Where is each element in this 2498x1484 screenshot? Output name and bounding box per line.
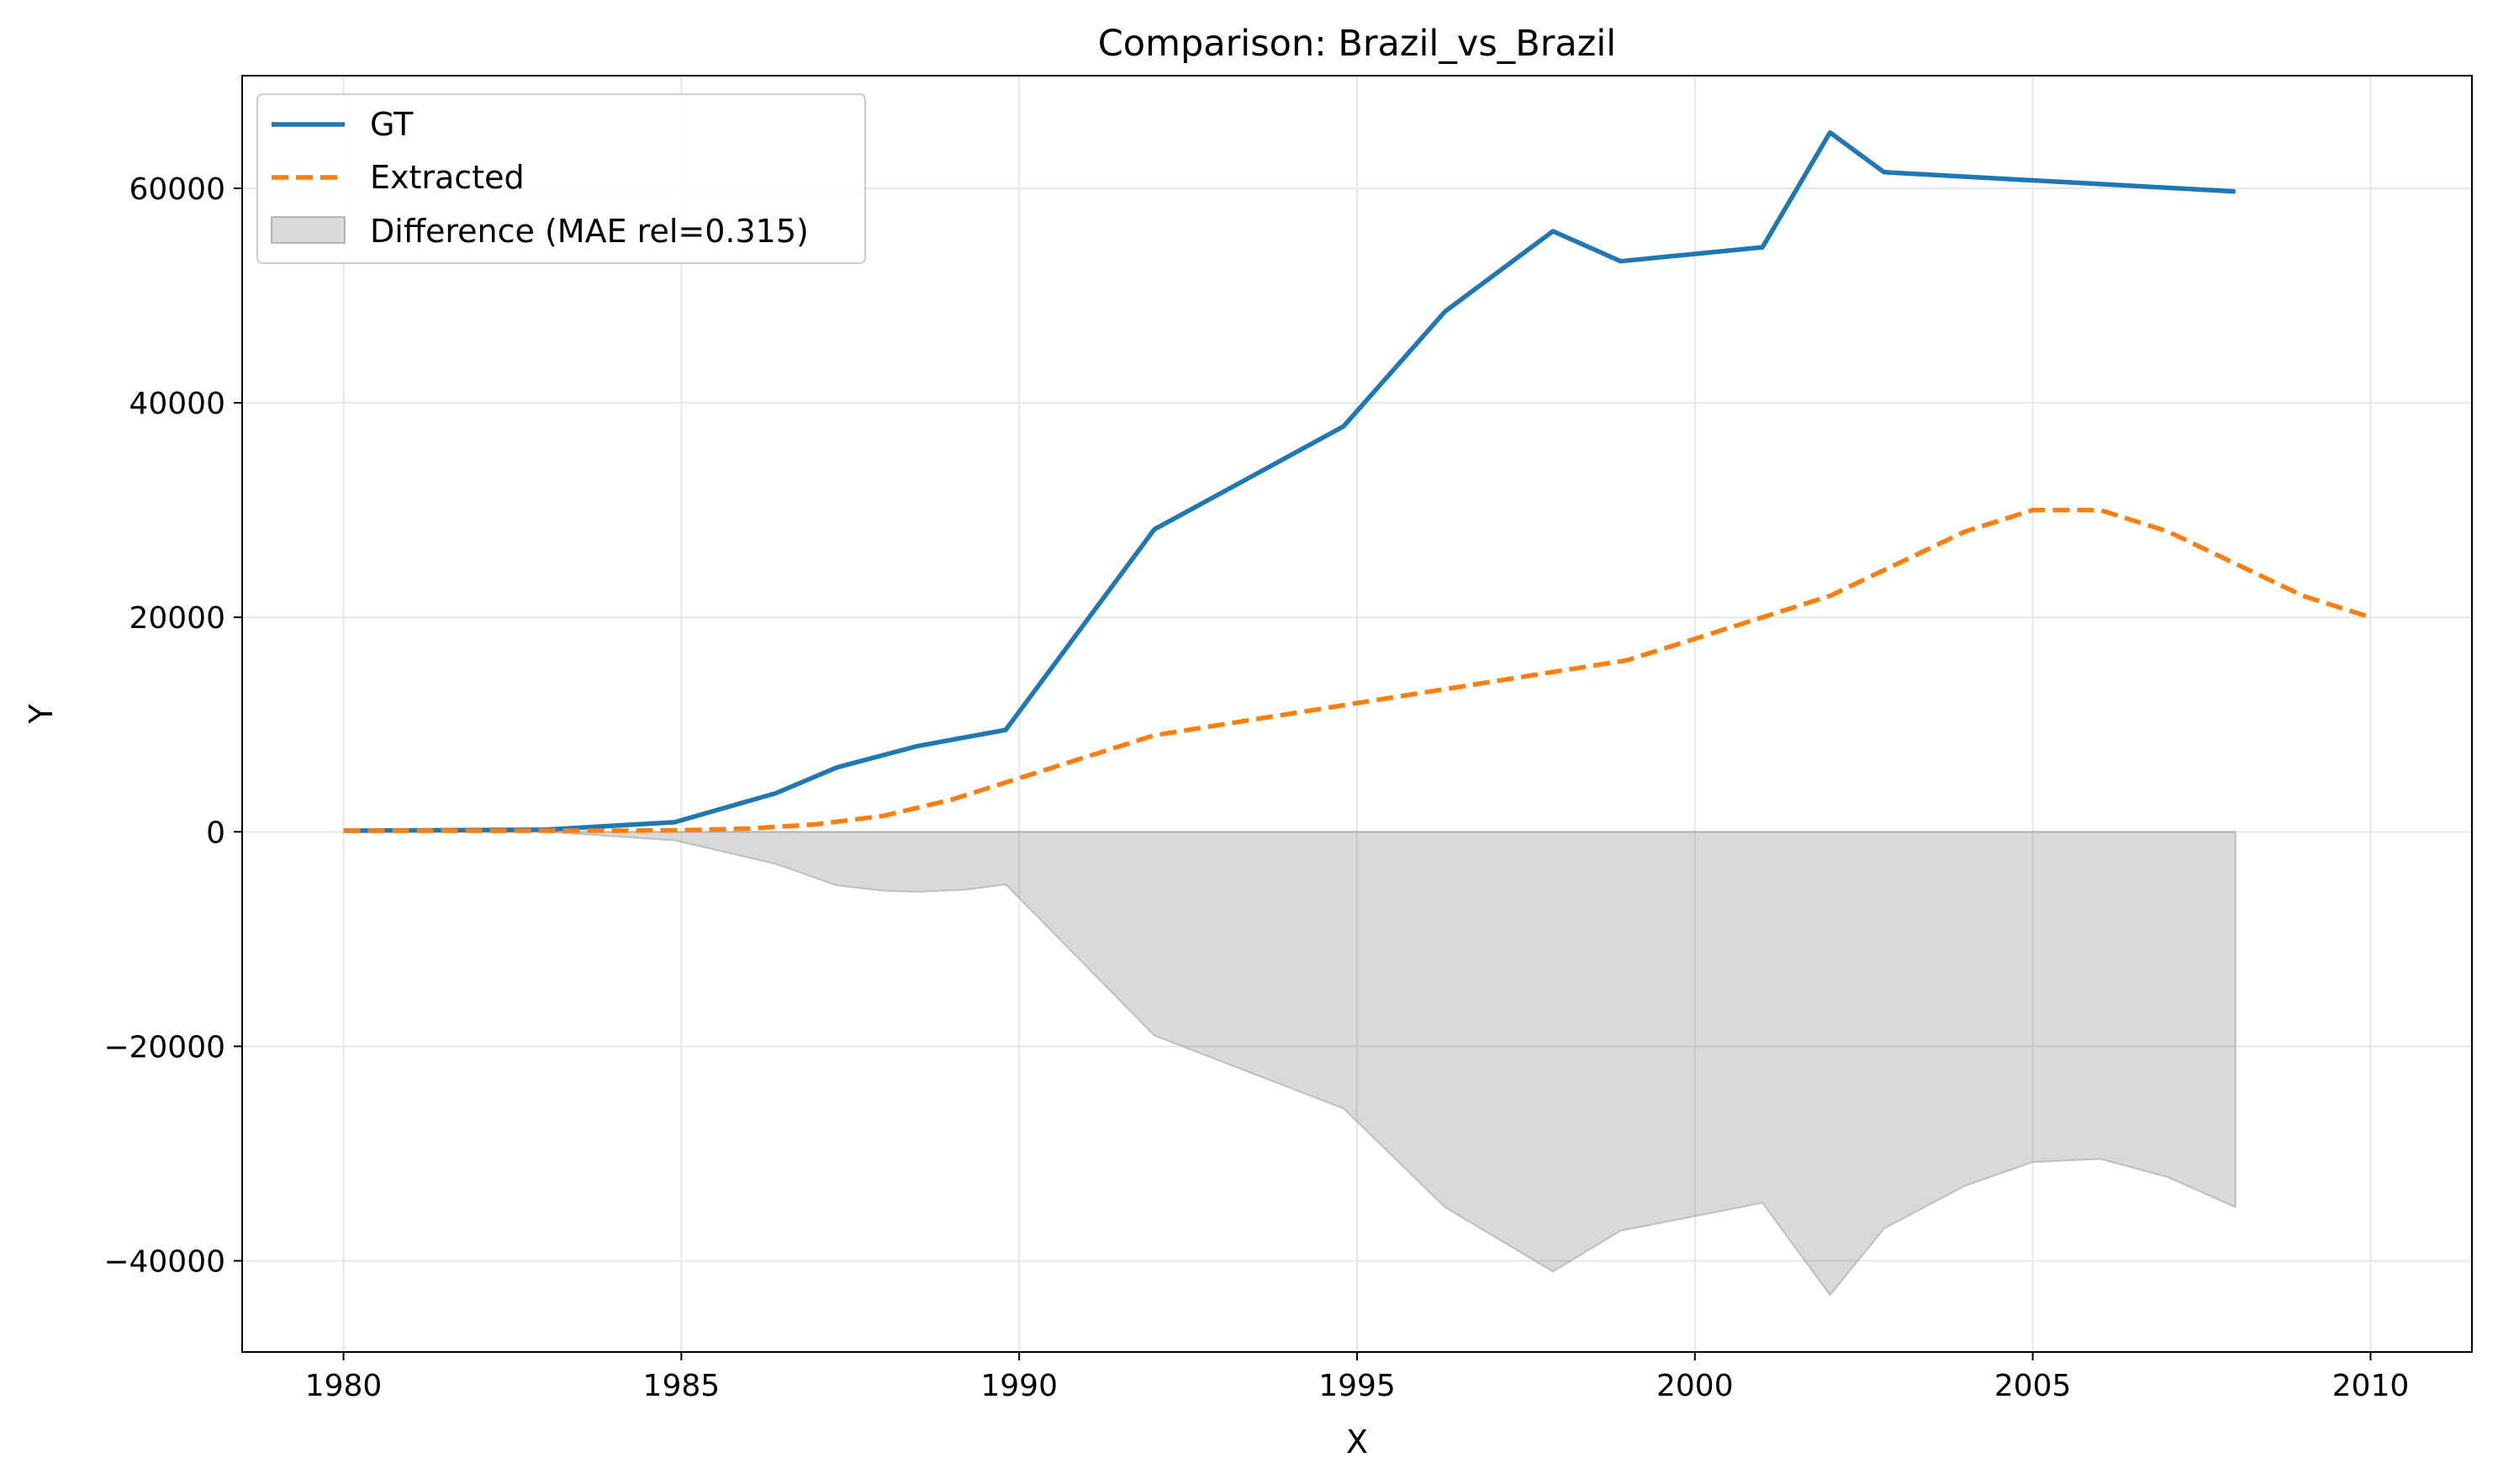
x-tick-label-2000: 2000 — [1656, 1369, 1734, 1403]
x-tick-label-2005: 2005 — [1994, 1369, 2072, 1403]
ticks: 1980 1985 1990 1995 2000 2005 2010 −40000 −20000… — [103, 172, 2409, 1403]
plot-frame — [241, 75, 2473, 1353]
y-tick-label-5: 60000 — [129, 172, 225, 207]
x-tick-label-1990: 1990 — [980, 1369, 1058, 1403]
legend-gt-label: GT — [370, 106, 414, 143]
x-tick-label-1985: 1985 — [643, 1369, 721, 1403]
x-tick-label-1995: 1995 — [1318, 1369, 1396, 1403]
extracted-line — [343, 507, 2372, 833]
y-tick-label-0: −40000 — [103, 1245, 225, 1280]
y-tick-label-4: 40000 — [129, 387, 225, 421]
y-tick-label-3: 20000 — [129, 601, 225, 636]
difference-area — [343, 831, 2237, 1297]
y-axis-label: Y — [23, 704, 60, 725]
x-tick-label-1980: 1980 — [305, 1369, 383, 1403]
legend-frame — [256, 93, 866, 264]
chart-title: Comparison: Brazil_vs_Brazil — [1098, 23, 1616, 65]
y-tick-label-1: −20000 — [103, 1030, 225, 1064]
legend: GT Extracted Difference (MAE rel=0.315) — [256, 93, 866, 264]
x-axis-label: X — [1346, 1423, 1368, 1460]
legend-extracted-label: Extracted — [370, 159, 525, 196]
legend-difference-label: Difference (MAE rel=0.315) — [370, 213, 809, 250]
gt-line — [343, 129, 2236, 833]
series-layer — [343, 129, 2372, 1297]
y-tick-label-2: 0 — [206, 816, 225, 850]
legend-difference-swatch — [271, 216, 346, 244]
x-tick-label-2010: 2010 — [2332, 1369, 2410, 1403]
